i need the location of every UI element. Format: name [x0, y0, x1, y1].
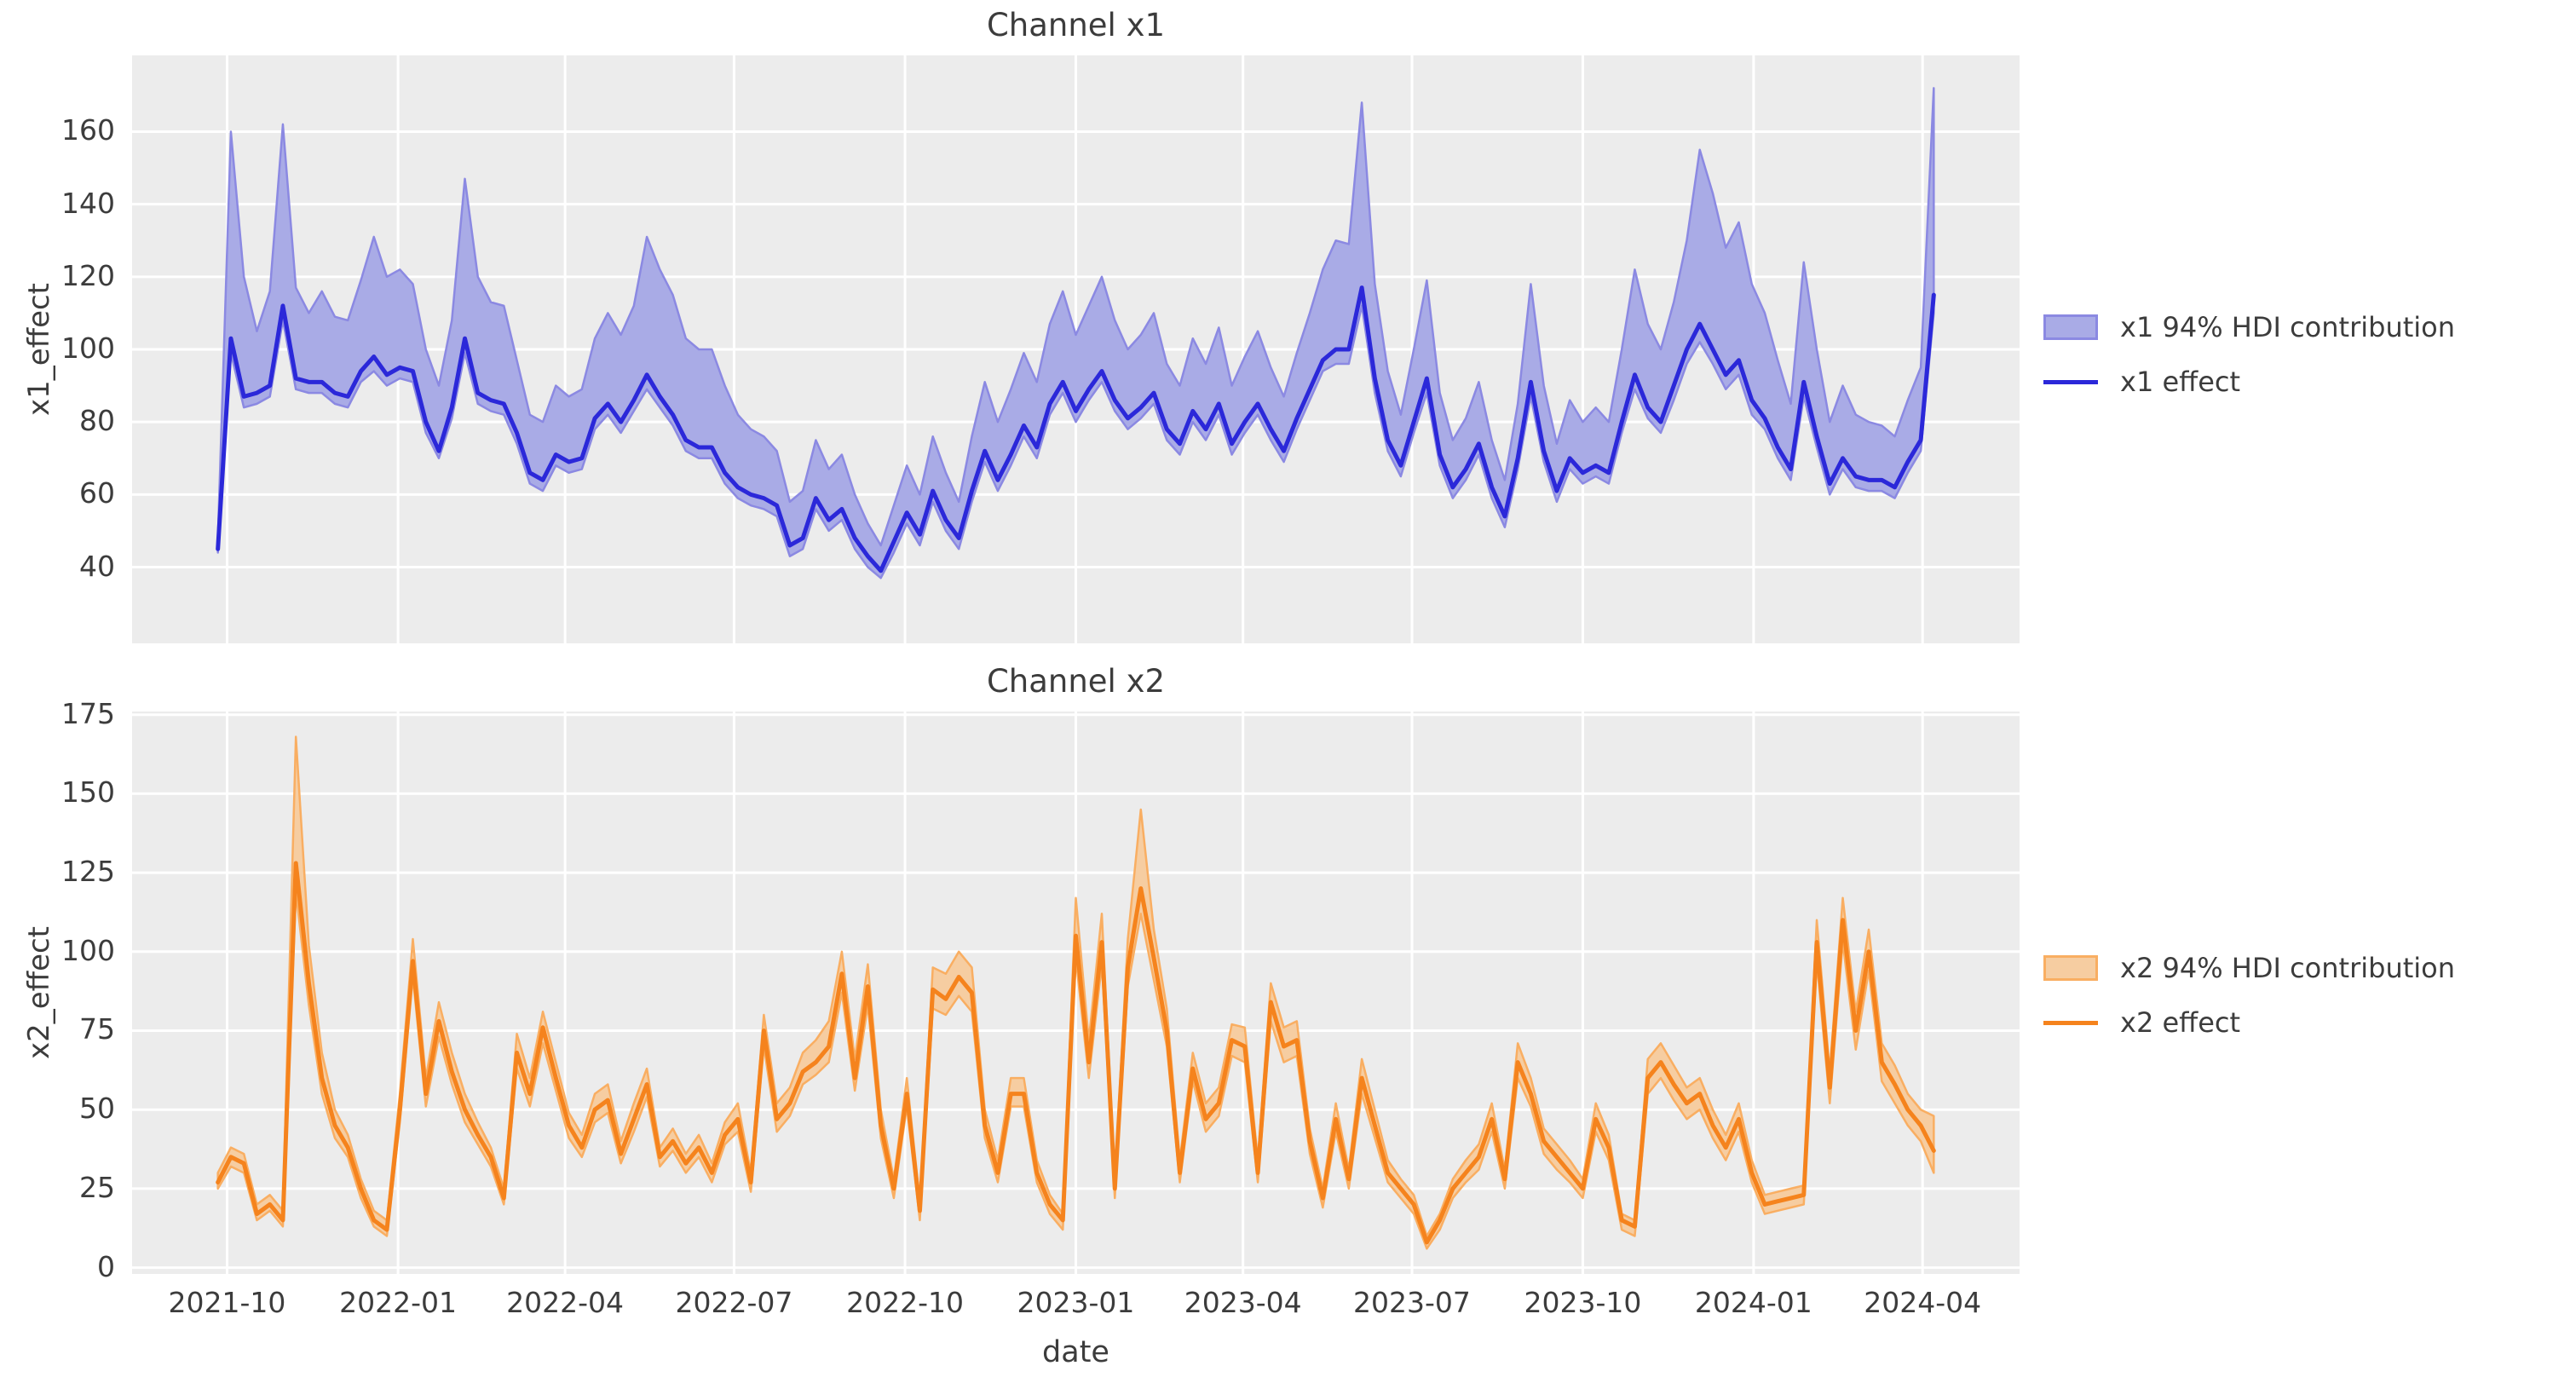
chart1-legend-band-entry: x1 94% HDI contribution [2043, 300, 2455, 354]
y-tick-label: 120 [61, 258, 115, 292]
x-tick-label: 2022-01 [339, 1286, 458, 1319]
y-tick-label: 125 [61, 855, 115, 889]
x-tick-label: 2021-10 [168, 1286, 286, 1319]
y-tick-label: 140 [61, 186, 115, 220]
legend-label: x2 94% HDI contribution [2120, 952, 2456, 984]
channel-x2-plot [132, 712, 2020, 1274]
x-tick-label: 2023-07 [1353, 1286, 1471, 1319]
y-tick-label: 100 [61, 331, 115, 365]
legend-label: x1 94% HDI contribution [2120, 311, 2456, 343]
x-tick-label: 2022-07 [675, 1286, 793, 1319]
chart1-legend: x1 94% HDI contribution x1 effect [2043, 300, 2455, 409]
x-tick-label: 2022-04 [506, 1286, 625, 1319]
y-tick-label: 60 [79, 476, 115, 510]
x-axis-label: date [1042, 1335, 1109, 1369]
y-tick-label: 100 [61, 933, 115, 967]
y-tick-label: 80 [79, 404, 115, 438]
legend-label: x2 effect [2120, 1006, 2241, 1039]
legend-label: x1 effect [2120, 366, 2241, 398]
y-tick-label: 25 [79, 1170, 115, 1204]
y-tick-label: 40 [79, 549, 115, 583]
chart2-legend-band-entry: x2 94% HDI contribution [2043, 941, 2455, 995]
line-swatch-icon [2043, 379, 2098, 384]
chart1-title: Channel x1 [986, 7, 1166, 43]
x1-effect-line [216, 285, 1936, 573]
y-tick-label: 160 [61, 113, 115, 147]
chart2-title: Channel x2 [986, 663, 1166, 700]
x2-effect-line [216, 861, 1936, 1245]
chart2-legend: x2 94% HDI contribution x2 effect [2043, 941, 2455, 1050]
chart2-legend-line-entry: x2 effect [2043, 995, 2455, 1050]
x-tick-label: 2024-01 [1694, 1286, 1812, 1319]
y-tick-label: 50 [79, 1092, 115, 1126]
x-tick-label: 2022-10 [846, 1286, 964, 1319]
band-swatch-icon [2043, 955, 2098, 981]
x-tick-label: 2023-01 [1017, 1286, 1135, 1319]
x-tick-label: 2023-10 [1524, 1286, 1642, 1319]
x-tick-label: 2023-04 [1184, 1286, 1302, 1319]
y-tick-label: 0 [97, 1249, 115, 1283]
chart1-legend-line-entry: x1 effect [2043, 354, 2455, 409]
band-swatch-icon [2043, 314, 2098, 340]
channel-x1-plot [132, 55, 2020, 643]
y-tick-label: 75 [79, 1012, 115, 1046]
x-tick-label: 2024-04 [1864, 1286, 1982, 1319]
y-tick-label: 150 [61, 775, 115, 810]
line-swatch-icon [2043, 1020, 2098, 1025]
y-tick-label: 175 [61, 696, 115, 730]
